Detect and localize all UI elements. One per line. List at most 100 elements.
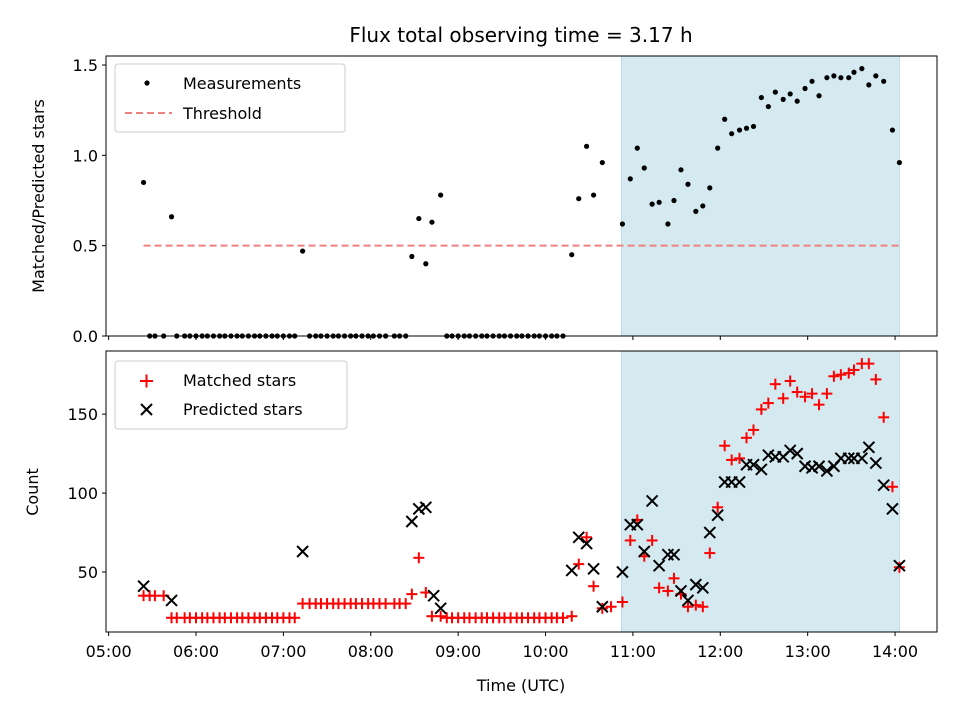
top-y-tick-label: 1.0 — [73, 146, 98, 165]
top-axes-frame — [105, 55, 938, 337]
measurement-point — [816, 93, 822, 99]
matched-star-point — [878, 411, 890, 423]
x-tick-label: 10:00 — [522, 642, 568, 661]
matched-star-point — [400, 598, 412, 610]
measurement-point — [824, 75, 830, 81]
matched-star-point — [646, 534, 658, 546]
legend-label-threshold: Threshold — [182, 104, 262, 123]
matched-star-point — [406, 588, 418, 600]
x-tick-label: 06:00 — [173, 642, 219, 661]
matched-star-point — [835, 369, 847, 381]
predicted-star-point — [869, 456, 883, 470]
predicted-star-point — [596, 600, 609, 613]
x-tick-label: 12:00 — [697, 642, 743, 661]
predicted-star-point — [580, 537, 593, 550]
x-tick-label: 08:00 — [348, 642, 394, 661]
predicted-star-point — [812, 460, 826, 473]
measurement-point — [881, 78, 887, 84]
top-panel: 0.0 0.5 1.0 1.5 Matched/Predicted stars Mea… — [29, 55, 938, 346]
matched-star-point — [777, 392, 789, 404]
measurement-point — [416, 215, 422, 222]
matched-star-point — [762, 397, 774, 409]
measurement-point — [423, 261, 429, 267]
predicted-star-point — [862, 441, 876, 454]
measurement-point — [802, 85, 808, 92]
predicted-star-point — [652, 559, 666, 572]
matched-star-point — [668, 572, 680, 584]
measurement-point — [896, 159, 903, 166]
measurement-point — [707, 185, 713, 191]
measurement-point — [685, 181, 691, 187]
legend-marker-matched — [140, 374, 153, 388]
top-y-tick-label: 0.5 — [73, 237, 98, 256]
predicted-star-point — [667, 548, 681, 561]
matched-stars-points — [138, 358, 905, 624]
measurement-point — [859, 66, 865, 72]
measurement-point — [715, 145, 721, 151]
measurement-point — [409, 253, 415, 260]
bottom-x-ticks: 05:00 06:00 07:00 08:00 09:00 10:00 11:00 12:00… — [86, 632, 918, 661]
measurement-point — [641, 165, 647, 171]
predicted-star-point — [689, 578, 703, 591]
predicted-star-point — [696, 581, 710, 595]
x-tick-label: 11:00 — [610, 642, 656, 661]
matched-star-point — [848, 364, 860, 376]
matched-star-point — [573, 558, 585, 570]
matched-star-point — [616, 596, 628, 608]
measurement-point — [634, 145, 640, 151]
measurement-point — [656, 199, 662, 205]
predicted-star-point — [674, 584, 688, 598]
predicted-star-point — [638, 545, 651, 558]
predicted-star-point — [877, 478, 890, 492]
matched-star-point — [588, 580, 600, 592]
predicted-star-point — [434, 602, 447, 615]
matched-star-point — [581, 531, 593, 543]
measurement-point — [780, 96, 786, 102]
predicted-star-point — [631, 518, 644, 531]
predicted-star-point — [820, 464, 834, 478]
measurement-point — [772, 89, 778, 95]
measurement-point — [665, 221, 671, 227]
measurement-point — [700, 203, 706, 209]
measurement-point — [765, 103, 771, 110]
matched-star-point — [697, 601, 709, 613]
predicted-star-point — [733, 475, 746, 489]
predicted-star-point — [296, 545, 309, 558]
bottom-y-axis-label: Count — [23, 468, 42, 516]
bottom-legend: Matched stars Predicted stars — [114, 360, 348, 430]
measurement-point — [429, 219, 435, 225]
matched-star-point — [734, 452, 746, 464]
measurement-point — [300, 248, 306, 254]
matched-star-point — [624, 534, 636, 546]
legend-marker-measurements — [144, 80, 150, 86]
predicted-star-point — [842, 452, 855, 465]
bottom-y-tick-label: 50 — [78, 563, 98, 582]
measurement-point — [576, 196, 582, 202]
measurement-point — [438, 192, 444, 198]
legend-label-measurements: Measurements — [183, 74, 301, 93]
measurement-point — [809, 78, 815, 84]
measurement-point — [736, 127, 743, 133]
predicted-star-point — [893, 559, 906, 572]
predicted-star-point — [137, 580, 150, 593]
x-tick-label: 07:00 — [260, 642, 306, 661]
top-x-ticks — [108, 336, 896, 340]
matched-star-point — [741, 432, 753, 444]
top-shaded-span — [621, 55, 900, 337]
legend-marker-predicted — [140, 403, 153, 416]
bottom-axes-frame — [105, 350, 938, 633]
predicted-star-point — [405, 515, 419, 528]
measurement-point — [851, 69, 857, 75]
predicted-star-point — [886, 502, 899, 516]
measurement-point — [671, 197, 677, 204]
predicted-star-point — [703, 526, 717, 539]
bottom-y-tick-label: 100 — [67, 484, 98, 503]
matched-star-point — [784, 375, 796, 387]
top-legend: Measurements Threshold — [114, 63, 346, 133]
top-y-tick-label: 1.5 — [73, 56, 98, 75]
measurement-point — [678, 167, 684, 173]
top-y-ticks: 0.0 0.5 1.0 1.5 — [73, 56, 106, 346]
measurement-point — [619, 221, 626, 227]
predicted-star-point — [587, 562, 600, 576]
predicted-star-point — [755, 463, 768, 476]
